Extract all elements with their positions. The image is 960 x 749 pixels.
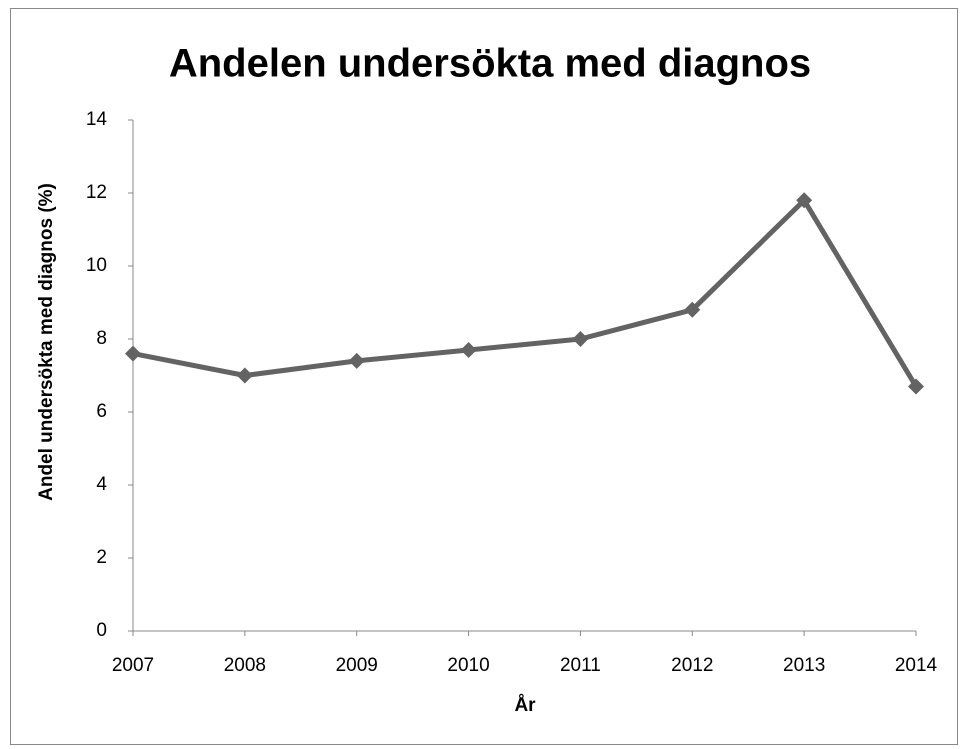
y-tick-label: 4 [96,474,107,495]
y-tick-label: 12 [86,182,107,203]
y-axis-label: Andel undersökta med diagnos (%) [36,183,57,501]
y-tick-label: 2 [96,547,107,568]
y-tick-label: 0 [96,620,107,641]
data-point [684,301,701,318]
x-tick-label: 2012 [671,655,713,676]
x-tick-label: 2010 [447,655,489,676]
data-point [348,352,365,369]
x-tick-label: 2011 [560,655,601,676]
x-tick-label: 2009 [336,655,378,676]
x-tick-label: 2008 [224,655,266,676]
y-tick-label: 14 [86,109,108,130]
x-axis-label: År [514,695,536,716]
chart-title: Andelen undersökta med diagnos [169,42,811,86]
data-point [460,341,477,358]
x-tick-label: 2013 [783,655,825,676]
data-point [796,192,813,209]
series-line [132,197,919,388]
data-point [908,378,924,395]
x-tick-label: 2007 [112,655,154,676]
data-point [125,345,141,362]
data-point [572,331,589,347]
data-point [236,367,253,384]
chart-border [10,8,958,745]
y-tick-label: 8 [96,328,107,349]
y-tick-label: 10 [86,255,107,276]
y-tick-label: 6 [96,401,107,422]
x-tick-label: 2014 [895,655,938,676]
